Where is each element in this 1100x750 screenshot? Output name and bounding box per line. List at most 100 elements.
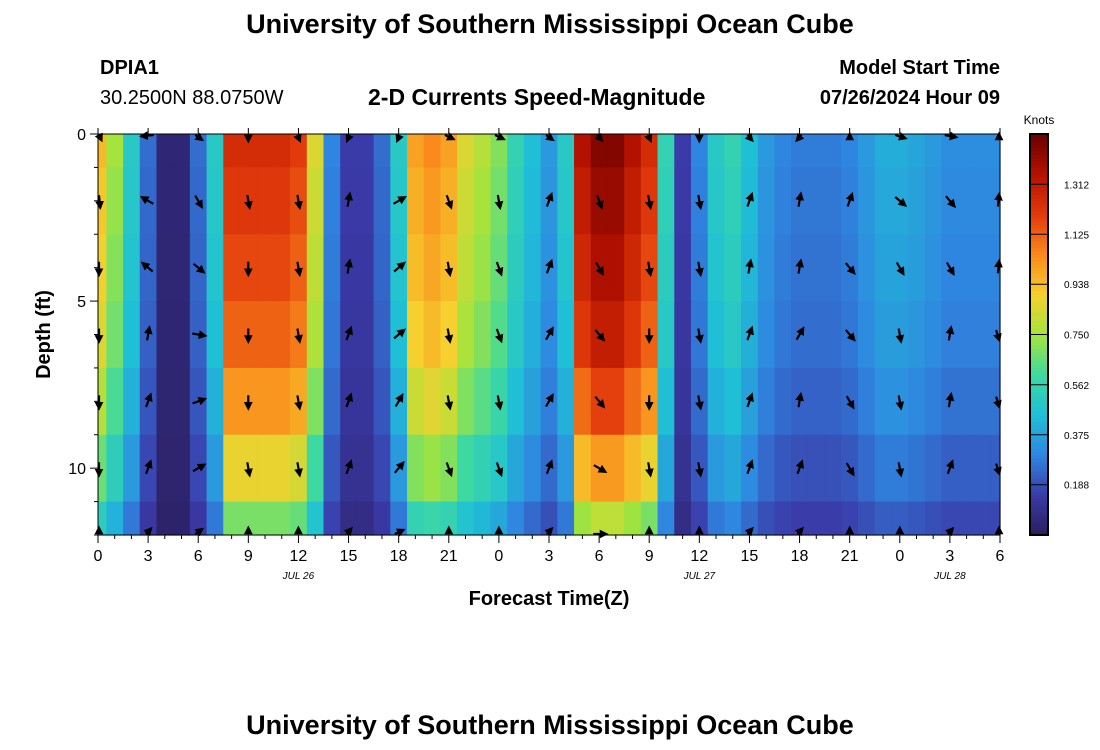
colorbar-segment: [1030, 518, 1048, 523]
colorbar-segment: [1030, 177, 1048, 182]
heatmap-cell: [206, 367, 224, 436]
date-label: JUL 26: [282, 571, 315, 582]
heatmap-cell: [323, 234, 341, 302]
heatmap-cell: [858, 134, 876, 169]
colorbar-segment: [1030, 414, 1048, 419]
heatmap-cell: [523, 434, 542, 503]
current-vector-arrow: [545, 132, 555, 142]
heatmap-cell: [824, 501, 842, 536]
colorbar-segment: [1030, 217, 1048, 222]
colorbar-segment: [1030, 287, 1048, 292]
colorbar-segment: [1030, 207, 1048, 212]
heatmap-cell: [173, 167, 191, 235]
heatmap-cell: [924, 367, 943, 436]
heatmap-cell: [156, 301, 174, 369]
heatmap-cell: [757, 301, 776, 369]
heatmap-cell: [757, 501, 776, 536]
model-start-value: 07/26/2024 Hour 09: [819, 87, 1000, 109]
heatmap-cell: [223, 501, 241, 536]
colorbar-segment: [1030, 511, 1048, 516]
colorbar-segment: [1030, 428, 1048, 433]
heatmap-cell: [106, 501, 124, 536]
current-vector-arrow: [795, 191, 805, 207]
heatmap-cell: [223, 234, 241, 302]
heatmap-cell: [523, 501, 542, 536]
colorbar-segment: [1030, 421, 1048, 426]
colorbar-segment: [1030, 408, 1048, 412]
heatmap-cell: [356, 134, 375, 169]
colorbar-tick-label: 0.562: [1064, 381, 1089, 392]
current-vector-arrow: [993, 463, 1002, 477]
heatmap-cell: [757, 167, 776, 235]
heatmap-cell: [390, 501, 408, 536]
colorbar-segment: [1030, 281, 1048, 285]
current-vector-arrow: [394, 528, 406, 537]
heatmap-cell: [473, 134, 492, 169]
current-vector-arrow: [845, 191, 855, 207]
heatmap-cell: [807, 434, 826, 503]
current-vector-arrow: [392, 196, 407, 205]
heatmap-cell: [807, 301, 826, 369]
colorbar-segment: [1030, 250, 1048, 255]
heatmap-cell: [356, 301, 375, 369]
colorbar-segment: [1030, 384, 1048, 389]
heatmap-cell: [841, 134, 859, 169]
heatmap-cell: [874, 501, 893, 536]
heatmap-cell: [106, 367, 124, 436]
current-vector-arrow: [344, 325, 353, 341]
heatmap-cell: [624, 167, 642, 235]
x-tick-label: 12: [290, 548, 308, 565]
heatmap-cell: [891, 134, 909, 169]
heatmap-cell: [674, 167, 692, 235]
heatmap-cell: [407, 367, 425, 436]
date-label: JUL 28: [933, 571, 966, 582]
current-vector-arrow: [894, 132, 908, 141]
colorbar-segment: [1030, 451, 1048, 456]
heatmap-cell: [123, 167, 141, 235]
current-vector-arrow: [294, 328, 303, 344]
current-vector-arrow: [945, 526, 955, 537]
current-vector-arrow: [844, 262, 856, 275]
current-vector-arrow: [94, 132, 103, 143]
colorbar-segment: [1030, 307, 1048, 312]
current-vector-arrow: [695, 328, 704, 344]
current-vector-arrow: [194, 132, 205, 142]
heatmap-cell: [523, 301, 542, 369]
heatmap-cell: [991, 167, 1001, 235]
colorbar-segment: [1030, 524, 1048, 529]
heatmap-cell: [373, 167, 391, 235]
heatmap-cell: [624, 301, 642, 369]
current-vector-arrow: [744, 132, 754, 143]
colorbar-segment: [1030, 180, 1048, 185]
x-tick-label: 3: [545, 548, 554, 565]
heatmap-cell: [98, 234, 107, 302]
colorbar-segment: [1030, 140, 1048, 145]
current-vector-arrow: [745, 258, 754, 274]
current-vector-arrow: [344, 258, 354, 274]
heatmap-cell: [824, 134, 842, 169]
colorbar-label: Knots: [1024, 113, 1055, 127]
heatmap-cell: [323, 501, 341, 536]
x-tick-label: 18: [390, 548, 408, 565]
heatmap-cell: [724, 301, 742, 369]
x-tick-label: 9: [645, 548, 654, 565]
heatmap-cell: [523, 234, 542, 302]
heatmap-cell: [858, 234, 876, 302]
current-vector-arrow: [395, 133, 404, 144]
colorbar-segment: [1030, 371, 1048, 376]
current-vector-arrow: [144, 459, 153, 475]
heatmap-cell: [674, 234, 692, 302]
heatmap-cell: [173, 434, 191, 503]
colorbar-segment: [1030, 234, 1048, 239]
colorbar-segment: [1030, 167, 1048, 172]
current-vector-arrow: [745, 325, 754, 341]
heatmap-cell: [256, 501, 274, 536]
heatmap-cell: [356, 234, 375, 302]
heatmap-cell: [106, 301, 124, 369]
heatmap-cell: [507, 167, 525, 235]
colorbar-segment: [1030, 438, 1048, 443]
heatmap-cell: [774, 167, 792, 235]
heatmap-cell: [423, 301, 442, 369]
heatmap-cell: [991, 301, 1001, 369]
